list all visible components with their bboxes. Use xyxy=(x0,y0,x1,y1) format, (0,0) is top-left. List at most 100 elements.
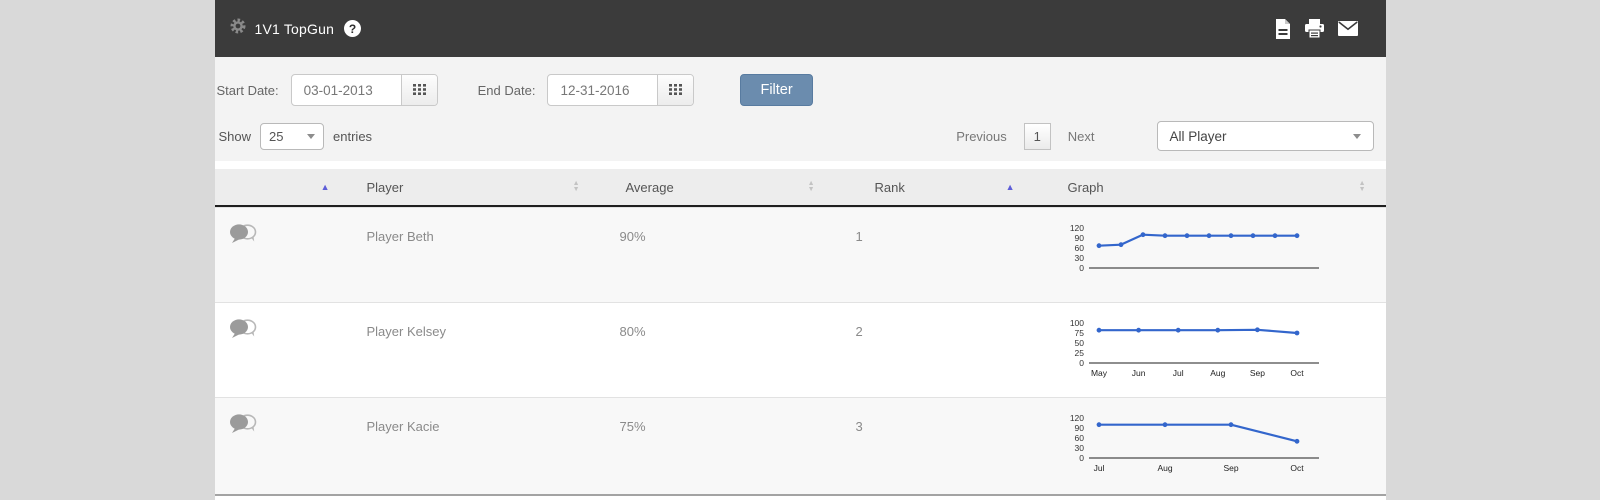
filter-section: Start Date: End Date: xyxy=(214,57,1386,161)
sort-icon[interactable]: ▲ ▼ xyxy=(1358,180,1366,193)
svg-text:60: 60 xyxy=(1074,243,1084,253)
svg-text:100: 100 xyxy=(1069,318,1083,328)
svg-text:120: 120 xyxy=(1069,413,1083,423)
svg-text:75: 75 xyxy=(1074,328,1084,338)
chat-icon[interactable] xyxy=(229,413,257,440)
filter-button[interactable]: Filter xyxy=(740,74,813,106)
table-row: Player Kelsey 80% 2 100 75 50 25 0 May Jun Jul A… xyxy=(214,302,1386,397)
column-label: Average xyxy=(625,179,674,195)
gear-icon[interactable] xyxy=(230,18,246,39)
player-filter-select[interactable]: All Player xyxy=(1156,121,1374,151)
column-label: Graph xyxy=(1067,179,1104,195)
column-header-average[interactable]: Average ▲ ▼ xyxy=(600,169,835,205)
sort-icon[interactable]: ▲ ▼ xyxy=(572,180,580,193)
pagination: Previous 1 Next xyxy=(956,122,1095,150)
start-date-input[interactable] xyxy=(291,75,401,105)
chevron-down-icon xyxy=(307,133,316,139)
rank-value: 1 xyxy=(855,229,863,244)
end-date-calendar-button[interactable] xyxy=(657,75,694,105)
entries-label: entries xyxy=(333,128,373,144)
svg-text:Sep: Sep xyxy=(1223,463,1238,473)
email-icon[interactable] xyxy=(1337,21,1358,36)
player-filter-value: All Player xyxy=(1169,128,1227,144)
player-name: Player Beth xyxy=(366,229,434,244)
sort-down-arrow: ▼ xyxy=(572,186,580,193)
svg-text:90: 90 xyxy=(1074,423,1084,433)
table-controls-row: Show 25 entries Previous 1 Next All Play… xyxy=(215,121,1386,151)
chat-icon[interactable] xyxy=(229,223,257,250)
help-icon[interactable]: ? xyxy=(344,20,362,37)
entries-select[interactable]: 25 xyxy=(260,122,325,150)
end-date-group xyxy=(547,74,695,106)
graph-cell: 120 90 60 30 0 xyxy=(1035,208,1386,302)
player-name: Player Kelsey xyxy=(366,324,446,339)
next-button[interactable]: Next xyxy=(1067,128,1095,144)
svg-text:May: May xyxy=(1090,368,1107,378)
chevron-down-icon xyxy=(1352,133,1361,139)
row-actions-cell xyxy=(215,398,350,494)
title-bar: 1V1 TopGun ? xyxy=(214,0,1386,57)
svg-text:120: 120 xyxy=(1069,223,1083,233)
show-label: Show xyxy=(218,128,252,144)
column-header-actions[interactable]: ▲ xyxy=(215,169,350,205)
column-header-rank[interactable]: Rank ▲ xyxy=(835,169,1035,205)
date-filter-row: Start Date: End Date: xyxy=(215,73,1386,107)
average-value: 80% xyxy=(619,324,646,339)
svg-text:Oct: Oct xyxy=(1290,368,1304,378)
svg-text:Sep: Sep xyxy=(1249,368,1264,378)
sort-ascending-icon[interactable]: ▲ xyxy=(1005,181,1015,192)
average-value: 90% xyxy=(619,229,646,244)
export-file-icon[interactable] xyxy=(1275,18,1291,39)
end-date-input[interactable] xyxy=(548,75,658,105)
column-label: Player xyxy=(366,179,404,195)
row-actions-cell xyxy=(215,208,350,302)
title-bar-actions xyxy=(1275,18,1358,39)
svg-text:Jul: Jul xyxy=(1093,463,1104,473)
graph-cell: 120 90 60 30 0 Jul Aug Sep Oct xyxy=(1035,398,1386,494)
start-date-calendar-button[interactable] xyxy=(400,75,437,105)
column-label: Rank xyxy=(874,179,905,195)
previous-button[interactable]: Previous xyxy=(956,128,1007,144)
column-header-graph[interactable]: Graph ▲ ▼ xyxy=(1035,169,1386,205)
sort-up-arrow: ▲ xyxy=(1358,180,1366,187)
svg-text:50: 50 xyxy=(1074,338,1084,348)
average-value: 75% xyxy=(619,419,646,434)
page-number-button[interactable]: 1 xyxy=(1023,122,1051,150)
end-date-label: End Date: xyxy=(477,82,536,98)
svg-text:25: 25 xyxy=(1074,348,1084,358)
start-date-group xyxy=(290,74,438,106)
svg-text:90: 90 xyxy=(1074,233,1084,243)
row-actions-cell xyxy=(215,303,350,397)
report-panel: 1V1 TopGun ? xyxy=(214,0,1386,500)
svg-text:0: 0 xyxy=(1079,358,1084,368)
sort-icon[interactable]: ▲ ▼ xyxy=(807,180,815,193)
chat-icon[interactable] xyxy=(229,318,257,345)
table-row: Player Kacie 75% 3 120 90 60 30 0 Jul Aug Sep Oc… xyxy=(214,397,1386,496)
table-header: ▲ Player ▲ ▼ Average ▲ ▼ Rank ▲ Graph ▲ … xyxy=(214,169,1386,207)
sort-down-arrow: ▼ xyxy=(807,186,815,193)
svg-text:Aug: Aug xyxy=(1210,368,1225,378)
rank-value: 2 xyxy=(855,324,863,339)
player-name: Player Kacie xyxy=(366,419,440,434)
sort-up-arrow: ▲ xyxy=(572,180,580,187)
svg-text:0: 0 xyxy=(1079,453,1084,463)
start-date-label: Start Date: xyxy=(216,82,279,98)
entries-select-value: 25 xyxy=(269,128,284,144)
calendar-icon xyxy=(412,83,426,98)
page-title: 1V1 TopGun xyxy=(254,20,335,37)
column-header-player[interactable]: Player ▲ ▼ xyxy=(350,169,600,205)
svg-text:Oct: Oct xyxy=(1290,463,1304,473)
table-row: Player Beth 90% 1 120 90 60 30 0 xyxy=(214,207,1386,302)
sort-down-arrow: ▼ xyxy=(1358,186,1366,193)
svg-text:Aug: Aug xyxy=(1157,463,1172,473)
graph-cell: 100 75 50 25 0 May Jun Jul Aug Sep Oct xyxy=(1035,303,1386,397)
sort-ascending-icon[interactable]: ▲ xyxy=(320,181,330,192)
svg-text:Jul: Jul xyxy=(1172,368,1183,378)
svg-text:30: 30 xyxy=(1074,253,1084,263)
sort-up-arrow: ▲ xyxy=(807,180,815,187)
svg-text:Jun: Jun xyxy=(1131,368,1145,378)
print-icon[interactable] xyxy=(1304,19,1324,38)
calendar-icon xyxy=(669,83,683,98)
